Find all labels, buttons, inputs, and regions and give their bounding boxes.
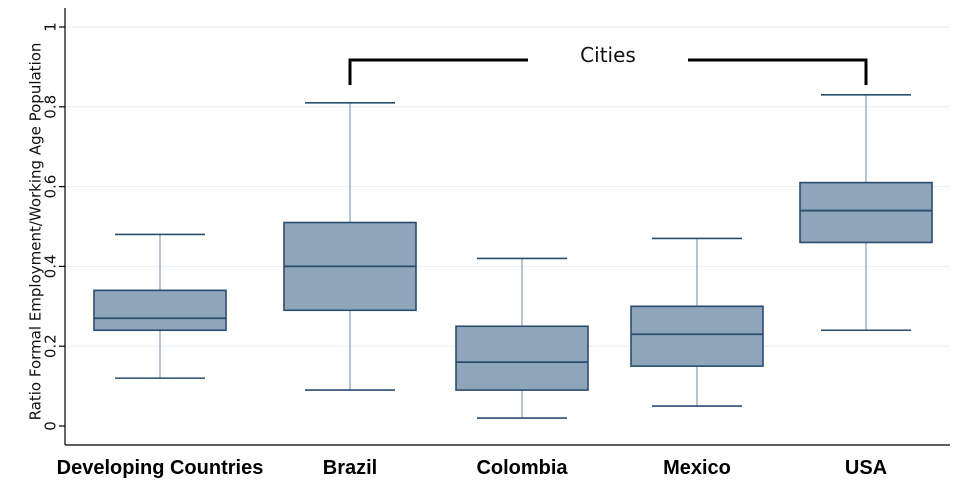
bracket-label: Cities bbox=[580, 43, 636, 67]
bracket-right bbox=[688, 58, 868, 85]
gridlines bbox=[65, 26, 950, 347]
x-tick-label: USA bbox=[845, 457, 887, 479]
box-colombia bbox=[455, 257, 589, 419]
x-tick-labels: Developing Countries Brazil Colombia Mexico… bbox=[57, 457, 887, 479]
cities-bracket: Cities bbox=[348, 43, 868, 85]
y-axis-label: Ratio Formal Employment/Working Age Popu… bbox=[27, 43, 45, 421]
x-tick-label: Colombia bbox=[476, 457, 568, 479]
x-tick-label: Developing Countries bbox=[57, 457, 264, 479]
y-tick-label: 0.6 bbox=[42, 175, 60, 199]
iqr-box bbox=[93, 289, 227, 332]
iqr-box bbox=[799, 181, 933, 244]
x-tick-label: Brazil bbox=[323, 457, 377, 479]
axes bbox=[64, 8, 950, 446]
y-tick-label: 0.2 bbox=[42, 334, 60, 358]
iqr-box bbox=[455, 325, 589, 391]
y-tick-label: 0 bbox=[42, 421, 60, 431]
box-brazil bbox=[283, 102, 417, 391]
y-tick-label: 0.4 bbox=[42, 254, 60, 278]
box-developing-countries bbox=[93, 233, 227, 379]
y-tick-label: 0.8 bbox=[42, 95, 60, 119]
y-ticks: 0 0.2 0.4 0.6 0.8 1 bbox=[42, 22, 65, 431]
iqr-box bbox=[630, 305, 764, 367]
y-tick-label: 1 bbox=[42, 22, 60, 32]
boxes bbox=[93, 94, 933, 419]
box-usa bbox=[799, 94, 933, 332]
box-mexico bbox=[630, 237, 764, 407]
x-tick-label: Mexico bbox=[663, 457, 731, 479]
bracket-left bbox=[348, 58, 528, 85]
